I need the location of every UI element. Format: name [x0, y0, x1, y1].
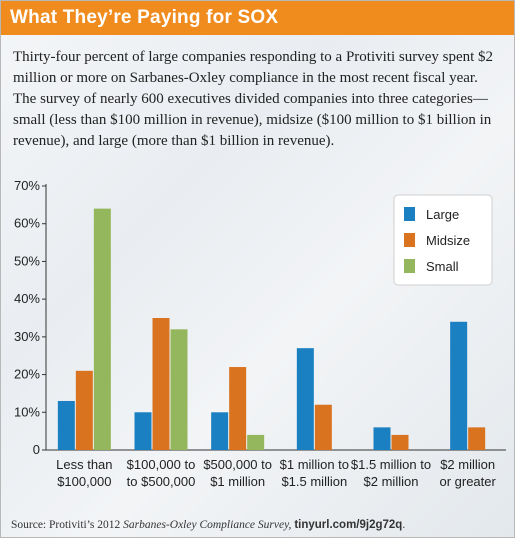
source-publication: Sarbanes-Oxley Compliance Survey, — [123, 519, 292, 531]
bar-large-5 — [450, 321, 468, 450]
page-title: What They’re Paying for SOX — [10, 7, 279, 28]
y-tick-label: 70% — [14, 178, 40, 193]
legend-label-midsize: Midsize — [426, 233, 470, 248]
legend-swatch-large — [404, 207, 415, 221]
bar-midsize-2 — [229, 367, 247, 450]
bar-midsize-0 — [75, 370, 93, 450]
bar-chart: 0 10% 20% 30% 40% 50% 60% 70% Less than $100,000… — [14, 178, 506, 489]
bar-midsize-1 — [152, 318, 170, 450]
bar-large-3 — [296, 348, 314, 450]
y-tick-label: 0 — [33, 442, 40, 457]
chart-axes: 0 10% 20% 30% 40% 50% 60% 70% — [14, 178, 506, 457]
x-tick-label: $1.5 million — [281, 474, 347, 489]
x-tick-label: $500,000 to — [203, 457, 272, 472]
bar-large-1 — [134, 412, 152, 450]
legend: Large Midsize Small — [393, 194, 493, 286]
source-suffix: . — [402, 519, 406, 531]
y-tick-label: 20% — [14, 367, 40, 382]
bar-small-0 — [93, 208, 111, 450]
x-tick-label: $1 million — [210, 474, 265, 489]
bar-small-1 — [170, 329, 188, 450]
bar-large-0 — [57, 400, 75, 450]
legend-box — [393, 194, 493, 286]
bar-midsize-5 — [468, 427, 486, 450]
x-tick-label: $2 million — [440, 457, 495, 472]
chart-bars — [57, 208, 486, 450]
legend-swatch-midsize — [404, 233, 415, 247]
source-note: Source: Protiviti’s 2012 Sarbanes-Oxley … — [11, 519, 506, 531]
bar-large-2 — [211, 412, 229, 450]
bar-midsize-4 — [391, 434, 409, 450]
legend-swatch-small — [404, 259, 415, 273]
x-tick-label: $1 million to — [280, 457, 349, 472]
x-tick-label: $100,000 — [57, 474, 111, 489]
x-tick-label: $1.5 million to — [351, 457, 431, 472]
bar-small-2 — [247, 434, 265, 450]
y-tick-label: 30% — [14, 329, 40, 344]
bar-midsize-3 — [314, 404, 332, 450]
legend-label-small: Small — [426, 259, 459, 274]
x-tick-labels: Less than $100,000 $100,000 to to $500,000 $… — [56, 457, 496, 489]
y-tick-label: 60% — [14, 216, 40, 231]
x-tick-label: to $500,000 — [127, 474, 196, 489]
y-tick-label: 10% — [14, 404, 40, 419]
x-tick-label: $100,000 to — [127, 457, 196, 472]
title-bar: What They’re Paying for SOX — [1, 1, 514, 35]
y-tick-label: 40% — [14, 291, 40, 306]
source-prefix: Source: Protiviti’s 2012 — [11, 519, 124, 531]
bar-large-4 — [373, 427, 391, 450]
intro-paragraph: Thirty-four percent of large companies r… — [13, 49, 494, 149]
y-tick-label: 50% — [14, 253, 40, 268]
x-tick-label: or greater — [439, 474, 496, 489]
x-tick-label: Less than — [56, 457, 112, 472]
source-link[interactable]: tinyurl.com/9j2g72q — [294, 519, 403, 531]
x-tick-label: $2 million — [364, 474, 419, 489]
legend-label-large: Large — [426, 207, 459, 222]
